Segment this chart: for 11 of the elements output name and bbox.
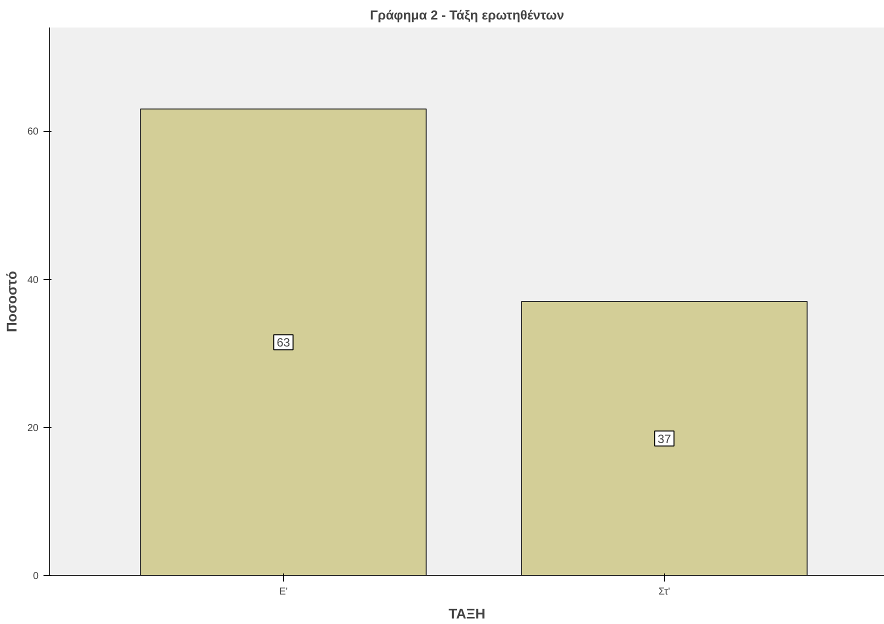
- x-axis-title: ΤΑΞΗ: [448, 606, 486, 622]
- x-tick-label: Ε': [279, 586, 288, 598]
- data-label: 63: [276, 336, 290, 350]
- chart-title: Γράφημα 2 - Τάξη ερωτηθέντων: [370, 8, 564, 22]
- y-tick-label: 60: [27, 126, 39, 138]
- y-tick-label: 20: [27, 422, 39, 434]
- y-tick-label: 0: [32, 571, 39, 582]
- y-tick-label: 40: [27, 274, 39, 286]
- data-label: 37: [658, 432, 672, 446]
- x-tick-label: Στ': [658, 586, 670, 598]
- y-axis-title: Ποσοστό: [3, 270, 20, 332]
